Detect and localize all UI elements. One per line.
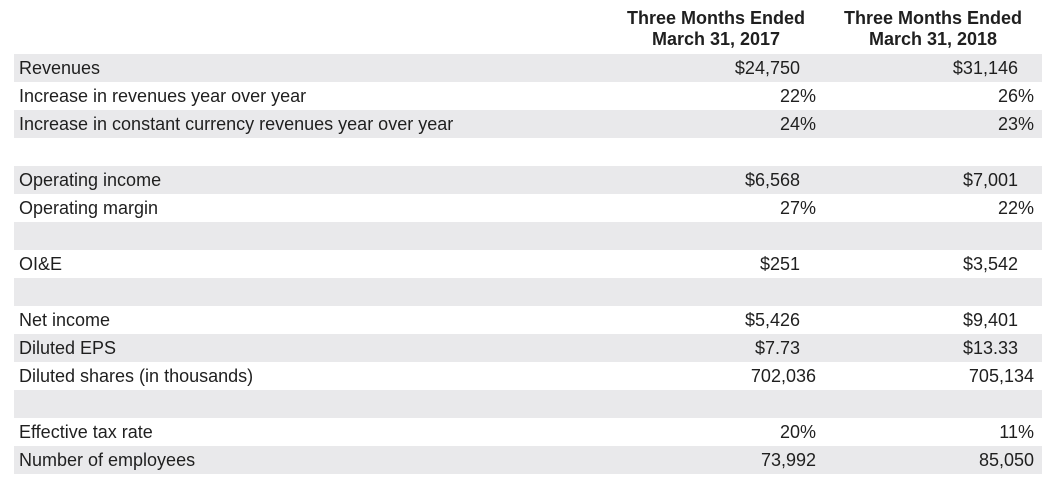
row-label: Operating income: [19, 170, 162, 190]
value-2018: 23%: [997, 114, 1034, 134]
value-2018: $13.33: [962, 338, 1018, 358]
value-2017: $5,426: [744, 310, 800, 330]
table-row: Diluted shares (in thousands) 702,036 705,…: [14, 362, 1042, 390]
value-2017: 27%: [779, 198, 816, 218]
row-label: Revenues: [19, 58, 101, 78]
table-row: Operating income $6,568 $7,001: [14, 166, 1042, 194]
row-label: Increase in revenues year over year: [19, 86, 307, 106]
table-row: Increase in revenues year over year 22% 26…: [14, 82, 1042, 110]
column-header-line: March 31, 2018: [868, 29, 998, 49]
spacer-row: [14, 222, 1042, 250]
row-label: Diluted shares (in thousands): [19, 366, 254, 386]
value-2017: 702,036: [750, 366, 816, 386]
value-2018: $31,146: [952, 58, 1018, 78]
spacer-row: [14, 138, 1042, 166]
value-2017: $7.73: [754, 338, 800, 358]
table-row: Diluted EPS $7.73 $13.33: [14, 334, 1042, 362]
column-header-line: Three Months Ended: [843, 8, 1022, 28]
value-2018: 22%: [997, 198, 1034, 218]
value-2017: $6,568: [744, 170, 800, 190]
spacer-row: [14, 278, 1042, 306]
column-header-q1-2018: Three Months Ended March 31, 2018: [823, 8, 1043, 50]
financial-results-table: Revenues $24,750 $31,146 Increase in revenu…: [14, 54, 1042, 474]
table-row: Operating margin 27% 22%: [14, 194, 1042, 222]
value-2017: 20%: [779, 422, 816, 442]
table-row: Net income $5,426 $9,401: [14, 306, 1042, 334]
row-label: Effective tax rate: [19, 422, 153, 442]
table-row: Increase in constant currency revenues y…: [14, 110, 1042, 138]
value-2018: 26%: [997, 86, 1034, 106]
value-2018: 85,050: [978, 450, 1034, 470]
value-2018: $3,542: [962, 254, 1018, 274]
value-2017: 24%: [779, 114, 816, 134]
spacer-row: [14, 390, 1042, 418]
value-2018: $7,001: [962, 170, 1018, 190]
table-header: Three Months Ended March 31, 2017 Three …: [0, 8, 1049, 54]
column-header-line: March 31, 2017: [651, 29, 781, 49]
row-label: Net income: [19, 310, 111, 330]
value-2018: $9,401: [962, 310, 1018, 330]
table-row: Number of employees 73,992 85,050: [14, 446, 1042, 474]
row-label: OI&E: [19, 254, 63, 274]
value-2017: 22%: [779, 86, 816, 106]
value-2018: 11%: [999, 422, 1034, 442]
value-2017: 73,992: [760, 450, 816, 470]
value-2017: $251: [759, 254, 800, 274]
row-label: Operating margin: [19, 198, 159, 218]
value-2017: $24,750: [734, 58, 800, 78]
table-row: OI&E $251 $3,542: [14, 250, 1042, 278]
value-2018: 705,134: [968, 366, 1034, 386]
column-header-line: Three Months Ended: [626, 8, 805, 28]
table-row: Revenues $24,750 $31,146: [14, 54, 1042, 82]
row-label: Increase in constant currency revenues y…: [19, 114, 454, 134]
row-label: Diluted EPS: [19, 338, 117, 358]
column-header-q1-2017: Three Months Ended March 31, 2017: [606, 8, 826, 50]
row-label: Number of employees: [19, 450, 196, 470]
table-row: Effective tax rate 20% 11%: [14, 418, 1042, 446]
